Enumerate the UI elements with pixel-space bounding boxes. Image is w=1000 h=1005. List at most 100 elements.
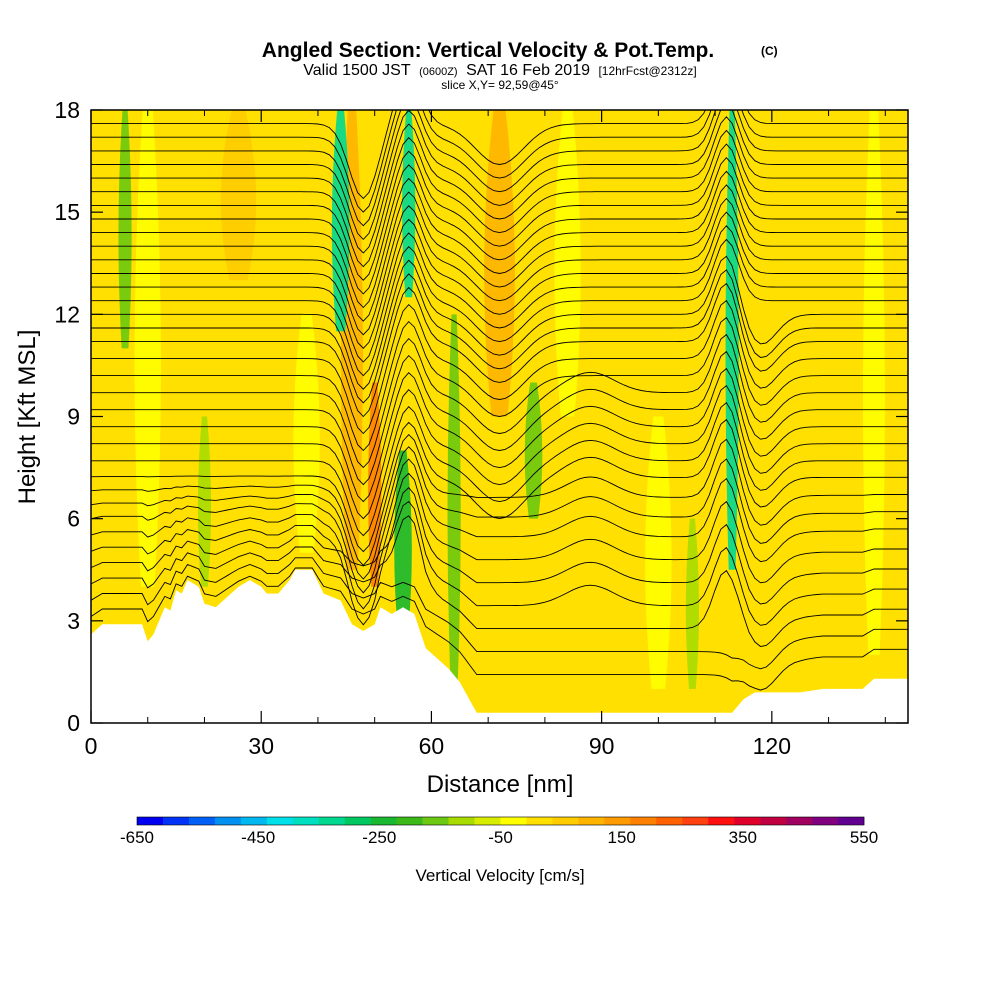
- isentrope-line: [91, 110, 908, 200]
- colorbar: -650 -450 -250 -50 150 350 550: [120, 816, 878, 847]
- updraft-band: [220, 110, 257, 281]
- colorbar-tick-label: -50: [488, 828, 513, 847]
- y-tick-label: 9: [67, 404, 80, 430]
- isentrope-line: [91, 255, 908, 390]
- updraft-band: [742, 382, 779, 689]
- subtitle-date: SAT 16 Feb 2019: [466, 62, 590, 79]
- downdraft-band: [118, 110, 132, 349]
- colorbar-swatch: [214, 817, 242, 825]
- axis-ticks: 0 30 60 90 120 0 3 6 9 12 15 18: [54, 97, 908, 759]
- colorbar-swatch: [812, 817, 839, 825]
- subtitle-zulu: (0600Z): [419, 66, 458, 78]
- colorbar-swatch: [370, 817, 397, 825]
- x-tick-label: 90: [589, 733, 615, 759]
- isentrope-line: [91, 282, 908, 418]
- colorbar-swatch: [188, 817, 216, 825]
- chart-title: Angled Section: Vertical Velocity & Pot.…: [262, 39, 714, 62]
- isentrope-line: [91, 472, 908, 610]
- colorbar-swatch: [526, 817, 553, 825]
- colorbar-frame: [136, 816, 865, 826]
- isentrope-line: [91, 557, 908, 670]
- isentrope-line: [91, 225, 908, 363]
- colorbar-swatch: [162, 817, 190, 825]
- colorbar-swatch: [656, 817, 683, 825]
- isentrope-line: [91, 433, 908, 566]
- colorbar-tick-label: -450: [241, 828, 275, 847]
- colorbar-swatch: [708, 817, 735, 825]
- y-tick-label: 18: [54, 97, 80, 123]
- colorbar-swatch: [396, 817, 423, 825]
- colorbar-tick-label: -650: [120, 828, 154, 847]
- isentrope-line: [91, 184, 908, 322]
- colorbar-swatch: [630, 817, 657, 825]
- isentrope-line: [91, 402, 908, 537]
- downdraft-band: [447, 314, 461, 689]
- isentrope-line: [91, 316, 908, 452]
- isentrope-line: [91, 385, 908, 520]
- isentrope-line: [91, 487, 908, 626]
- plot-area: [91, 110, 908, 723]
- isentrope-line: [91, 110, 908, 241]
- isentrope-line: [91, 367, 908, 503]
- downdraft-band: [394, 450, 412, 638]
- isentrope-line: [91, 129, 908, 268]
- downdraft-band: [725, 110, 739, 570]
- isentrope-line: [91, 238, 908, 377]
- y-tick-label: 6: [67, 506, 80, 532]
- isentrope-line: [91, 458, 908, 594]
- colorbar-swatch: [552, 817, 579, 825]
- colorbar-swatch: [474, 817, 501, 825]
- chart-title-mark: (C): [761, 44, 778, 58]
- x-tick-label: 120: [753, 733, 791, 759]
- velocity-band-weak: [554, 110, 581, 417]
- isentrope-line: [91, 515, 908, 647]
- colorbar-swatch: [422, 817, 449, 825]
- isentrope-line: [91, 170, 908, 309]
- colorbar-swatch: [734, 817, 761, 825]
- chart-subtitle: Valid 1500 JST (0600Z) SAT 16 Feb 2019 […: [303, 62, 696, 79]
- velocity-band-weak: [134, 110, 161, 587]
- subtitle-prefix: Valid 1500 JST: [303, 62, 411, 79]
- isentrope-line: [91, 197, 908, 336]
- colorbar-label: Vertical Velocity [cm/s]: [415, 866, 584, 885]
- isentrope-line: [91, 350, 908, 486]
- isentrope-line: [91, 116, 908, 254]
- x-tick-label: 0: [85, 733, 98, 759]
- colorbar-swatch: [448, 817, 475, 825]
- updraft-band: [484, 110, 515, 417]
- colorbar-swatch: [786, 817, 813, 825]
- x-tick-label: 30: [248, 733, 274, 759]
- isentrope-line: [91, 143, 908, 281]
- subtitle-forecast: [12hrFcst@2312z]: [598, 64, 696, 78]
- y-tick-label: 0: [67, 710, 80, 736]
- velocity-band-weak: [197, 416, 212, 587]
- velocity-band-weak: [645, 416, 672, 689]
- isentrope-line: [91, 500, 908, 626]
- potential-temperature-contours: [91, 110, 908, 691]
- x-tick-label: 60: [419, 733, 445, 759]
- updraft-band: [795, 110, 840, 689]
- y-tick-label: 12: [54, 301, 80, 327]
- colorbar-tick-label: -250: [362, 828, 396, 847]
- colorbar-tick-label: 350: [729, 828, 757, 847]
- downdraft-band: [331, 110, 350, 332]
- y-tick-label: 3: [67, 608, 80, 634]
- isentrope-line: [91, 299, 908, 435]
- isentrope-line: [91, 333, 908, 469]
- downdraft-band: [524, 382, 543, 519]
- isentrope-line: [91, 110, 908, 213]
- slice-label: slice X,Y= 92,59@45°: [441, 78, 559, 92]
- isentrope-line: [91, 269, 908, 404]
- updraft-band: [474, 518, 502, 706]
- colorbar-swatch: [682, 817, 709, 825]
- colorbar-swatch: [838, 817, 865, 825]
- y-axis-label: Height [Kft MSL]: [14, 330, 41, 505]
- isentrope-line: [91, 211, 908, 349]
- terrain-mask: [91, 569, 908, 723]
- isentrope-line: [91, 418, 908, 553]
- isentrope-line: [91, 110, 908, 227]
- colorbar-swatch: [500, 817, 527, 825]
- updraft-band: [104, 280, 123, 621]
